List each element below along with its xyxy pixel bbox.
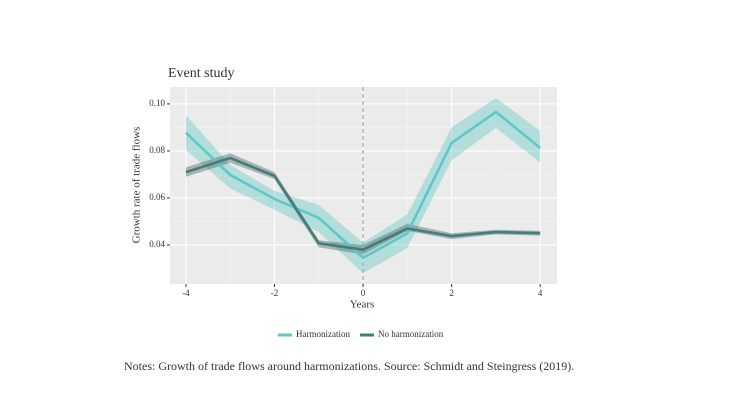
line: [185, 110, 541, 260]
y-tick-label: 0.04: [149, 239, 165, 249]
y-tick-label: 0.06: [149, 192, 165, 202]
legend-label: No harmonization: [378, 329, 444, 339]
confidence-band: [185, 153, 541, 255]
x-tick-label: 2: [449, 288, 454, 298]
x-tick-label: -2: [271, 288, 279, 298]
x-tick-label: -4: [182, 288, 190, 298]
x-tick-label: 4: [538, 288, 543, 298]
y-axis-label: Growth rate of trade flows: [131, 127, 143, 244]
note: Notes: Growth of trade flows around harm…: [124, 359, 574, 373]
y-tick-label: 0.10: [149, 98, 165, 108]
x-tick-label: 0: [361, 288, 366, 298]
x-axis-label: Years: [350, 299, 375, 311]
legend-label: Harmonization: [296, 329, 350, 339]
chart-title: Event study: [168, 66, 235, 81]
line: [185, 156, 541, 251]
y-tick-label: 0.08: [149, 145, 165, 155]
